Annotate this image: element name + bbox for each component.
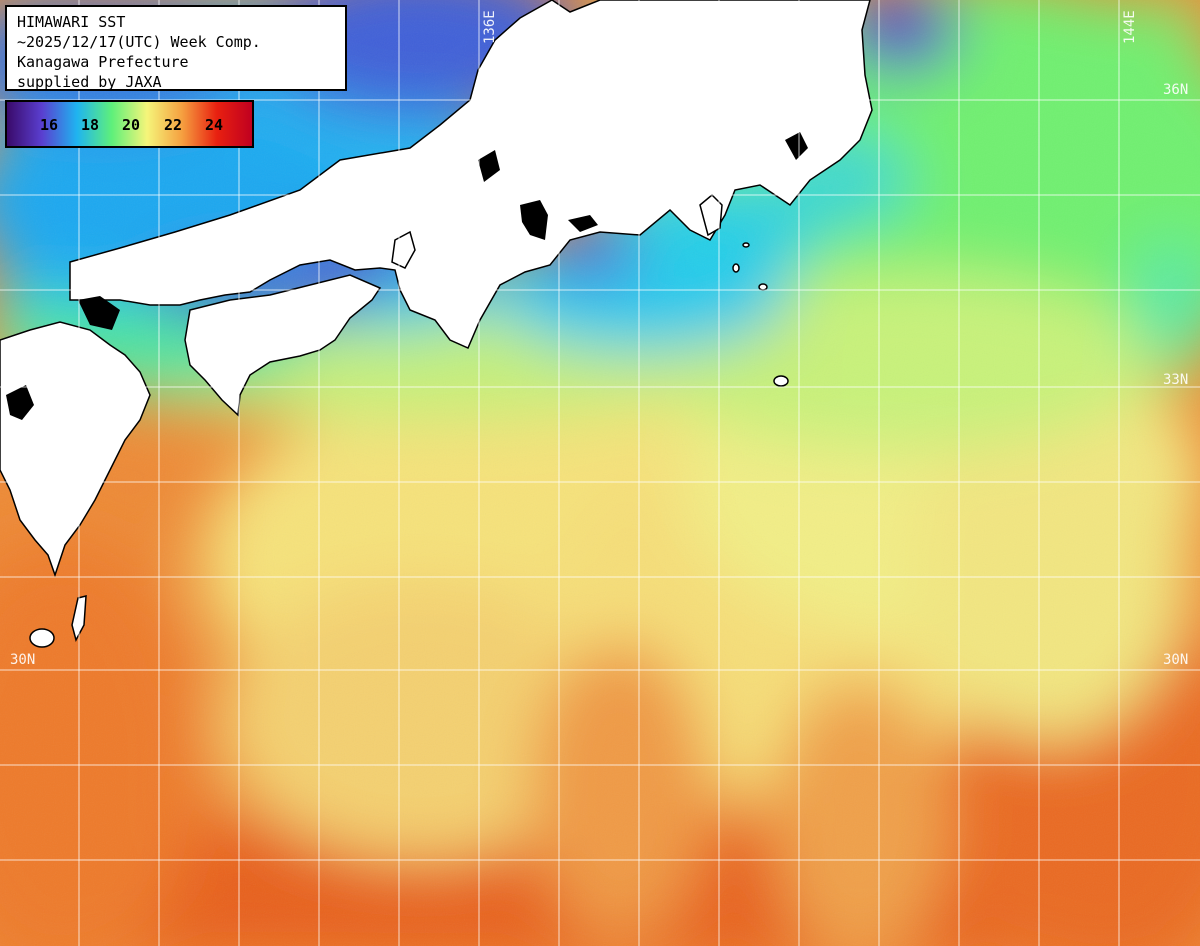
dark-bays <box>6 132 808 420</box>
info-credit: supplied by JAXA <box>17 73 162 91</box>
lat-label-36n: 36N <box>1163 82 1189 98</box>
legend-tick-20: 20 <box>121 116 141 134</box>
lon-label-144e: 144E <box>1122 10 1138 44</box>
info-box: HIMAWARI SST ~2025/12/17(UTC) Week Comp.… <box>5 5 347 91</box>
lat-label-33n: 33N <box>1163 372 1189 388</box>
land <box>0 0 873 648</box>
awaji-island <box>391 230 416 269</box>
color-bar-legend: 16 18 20 22 24 <box>5 100 254 148</box>
lat-label-30n-left: 30N <box>10 652 36 668</box>
yakushima <box>29 628 55 648</box>
legend-tick-22: 22 <box>163 116 183 134</box>
info-title: HIMAWARI SST <box>17 13 126 31</box>
legend-tick-16: 16 <box>39 116 59 134</box>
oshima-island <box>773 375 789 387</box>
lon-label-136e: 136E <box>482 10 498 44</box>
shikoku-land <box>184 274 382 417</box>
info-region: Kanagawa Prefecture <box>17 53 189 71</box>
kyushu-land <box>0 321 151 578</box>
legend-tick-24: 24 <box>204 116 224 134</box>
lat-label-30n-right: 30N <box>1163 652 1189 668</box>
legend-tick-18: 18 <box>80 116 100 134</box>
izu-peninsula <box>699 193 723 237</box>
info-date: ~2025/12/17(UTC) Week Comp. <box>17 33 261 51</box>
